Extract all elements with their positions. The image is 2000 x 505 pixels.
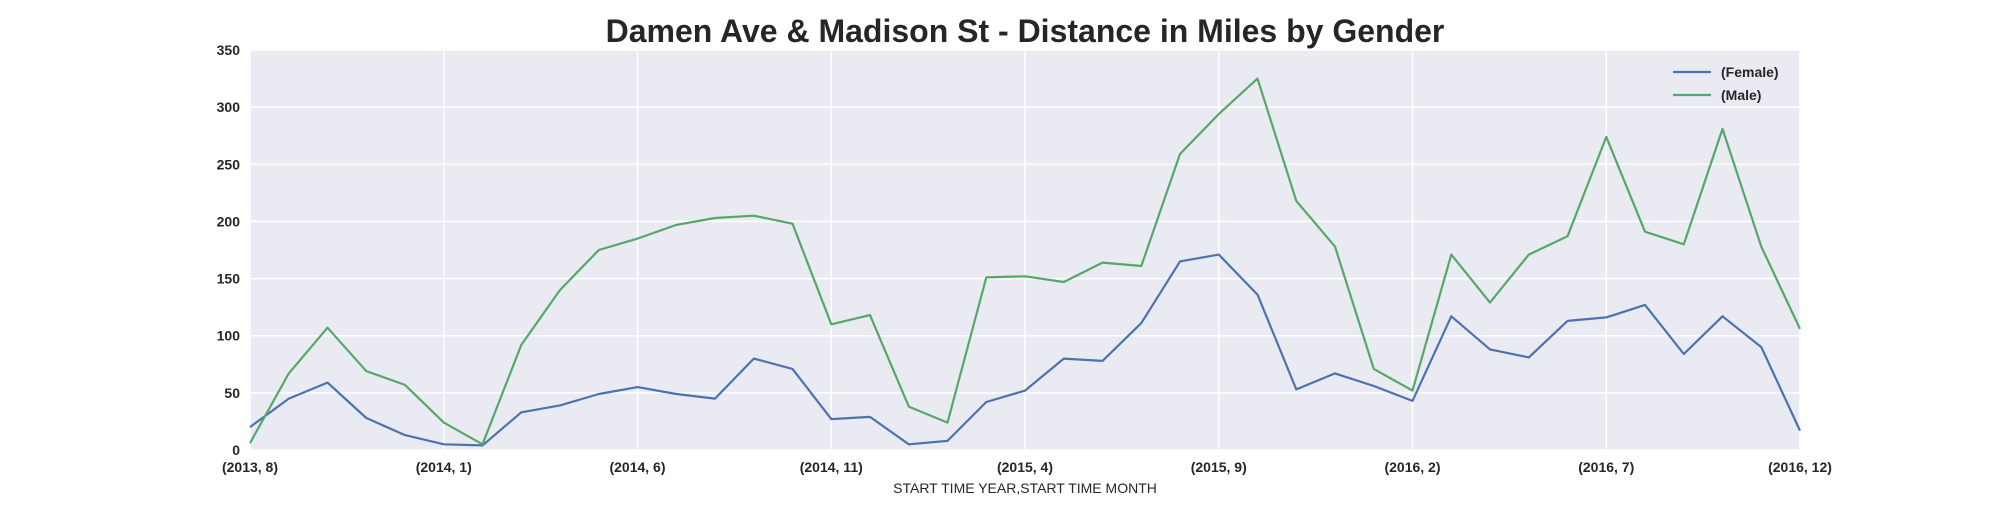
series-line-0 <box>249 253 1801 447</box>
x-tick-label: (2014, 11) <box>800 459 863 475</box>
x-axis-label: START TIME YEAR,START TIME MONTH <box>893 480 1157 496</box>
y-tick-label: 0 <box>232 442 240 458</box>
legend: (Female) (Male) <box>1673 64 1779 103</box>
x-tick-label: (2016, 12) <box>1768 459 1832 475</box>
x-tick-label: (2015, 4) <box>997 459 1053 475</box>
y-tick-labels: 0 50 100 150 200 250 300 350 <box>217 42 241 458</box>
legend-label: (Male) <box>1721 87 1761 103</box>
x-tick-label: (2014, 1) <box>416 459 472 475</box>
y-tick-label: 350 <box>217 42 241 58</box>
grid-lines <box>249 49 1801 451</box>
x-tick-label: (2015, 9) <box>1191 459 1247 475</box>
x-tick-label: (2013, 8) <box>222 459 278 475</box>
x-tick-label: (2016, 2) <box>1384 459 1440 475</box>
y-tick-label: 200 <box>217 213 241 229</box>
x-tick-label: (2016, 7) <box>1578 459 1634 475</box>
y-tick-label: 150 <box>217 271 241 287</box>
y-tick-label: 50 <box>224 385 240 401</box>
x-tick-label: (2014, 6) <box>609 459 665 475</box>
series-lines <box>249 77 1801 447</box>
y-tick-label: 250 <box>217 156 241 172</box>
legend-label: (Female) <box>1721 64 1779 80</box>
x-tick-labels: (2013, 8) (2014, 1) (2014, 6) (2014, 11) (20… <box>222 459 1832 475</box>
y-tick-label: 300 <box>217 99 241 115</box>
series-line-1 <box>249 77 1801 446</box>
y-tick-label: 100 <box>217 328 241 344</box>
chart-title: Damen Ave & Madison St - Distance in Mil… <box>606 13 1445 49</box>
